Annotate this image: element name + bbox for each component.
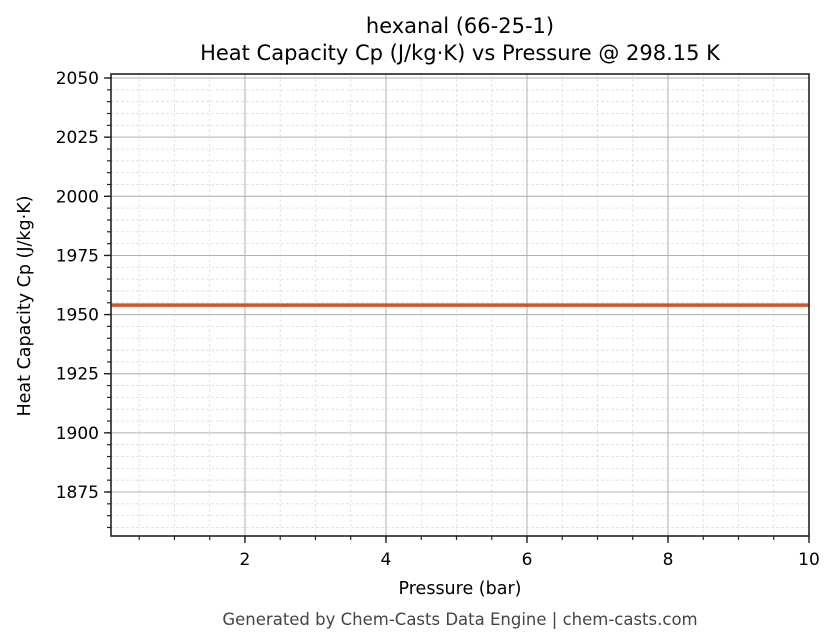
- footer-credit: Generated by Chem-Casts Data Engine | ch…: [222, 610, 697, 629]
- x-tick-label: 10: [798, 550, 820, 570]
- x-tick-label: 8: [663, 550, 674, 570]
- chart-title: hexanal (66-25-1): [365, 14, 555, 38]
- y-tick-label: 2025: [56, 128, 99, 148]
- plot-frame: [110, 73, 810, 537]
- y-tick-label: 1875: [56, 483, 99, 503]
- y-tick-label: 1975: [56, 246, 99, 266]
- axis-ticks: [104, 77, 810, 543]
- y-tick-label: 1925: [56, 365, 99, 385]
- y-tick-label: 1900: [56, 424, 99, 444]
- y-tick-label: 1950: [56, 306, 99, 326]
- tick-labels: 2 4 6 8 10 1875 1900 1925 1950 1975 2000 2025 2050: [56, 69, 820, 570]
- x-axis-label: Pressure (bar): [399, 579, 522, 599]
- x-tick-label: 2: [240, 550, 251, 570]
- x-tick-label: 6: [522, 550, 533, 570]
- x-tick-label: 4: [381, 550, 392, 570]
- y-tick-label: 2000: [56, 187, 99, 207]
- y-axis-label: Heat Capacity Cp (J/kg·K): [15, 196, 35, 417]
- chart-subtitle: Heat Capacity Cp (J/kg·K) vs Pressure @ …: [200, 41, 720, 65]
- y-tick-label: 2050: [56, 69, 99, 89]
